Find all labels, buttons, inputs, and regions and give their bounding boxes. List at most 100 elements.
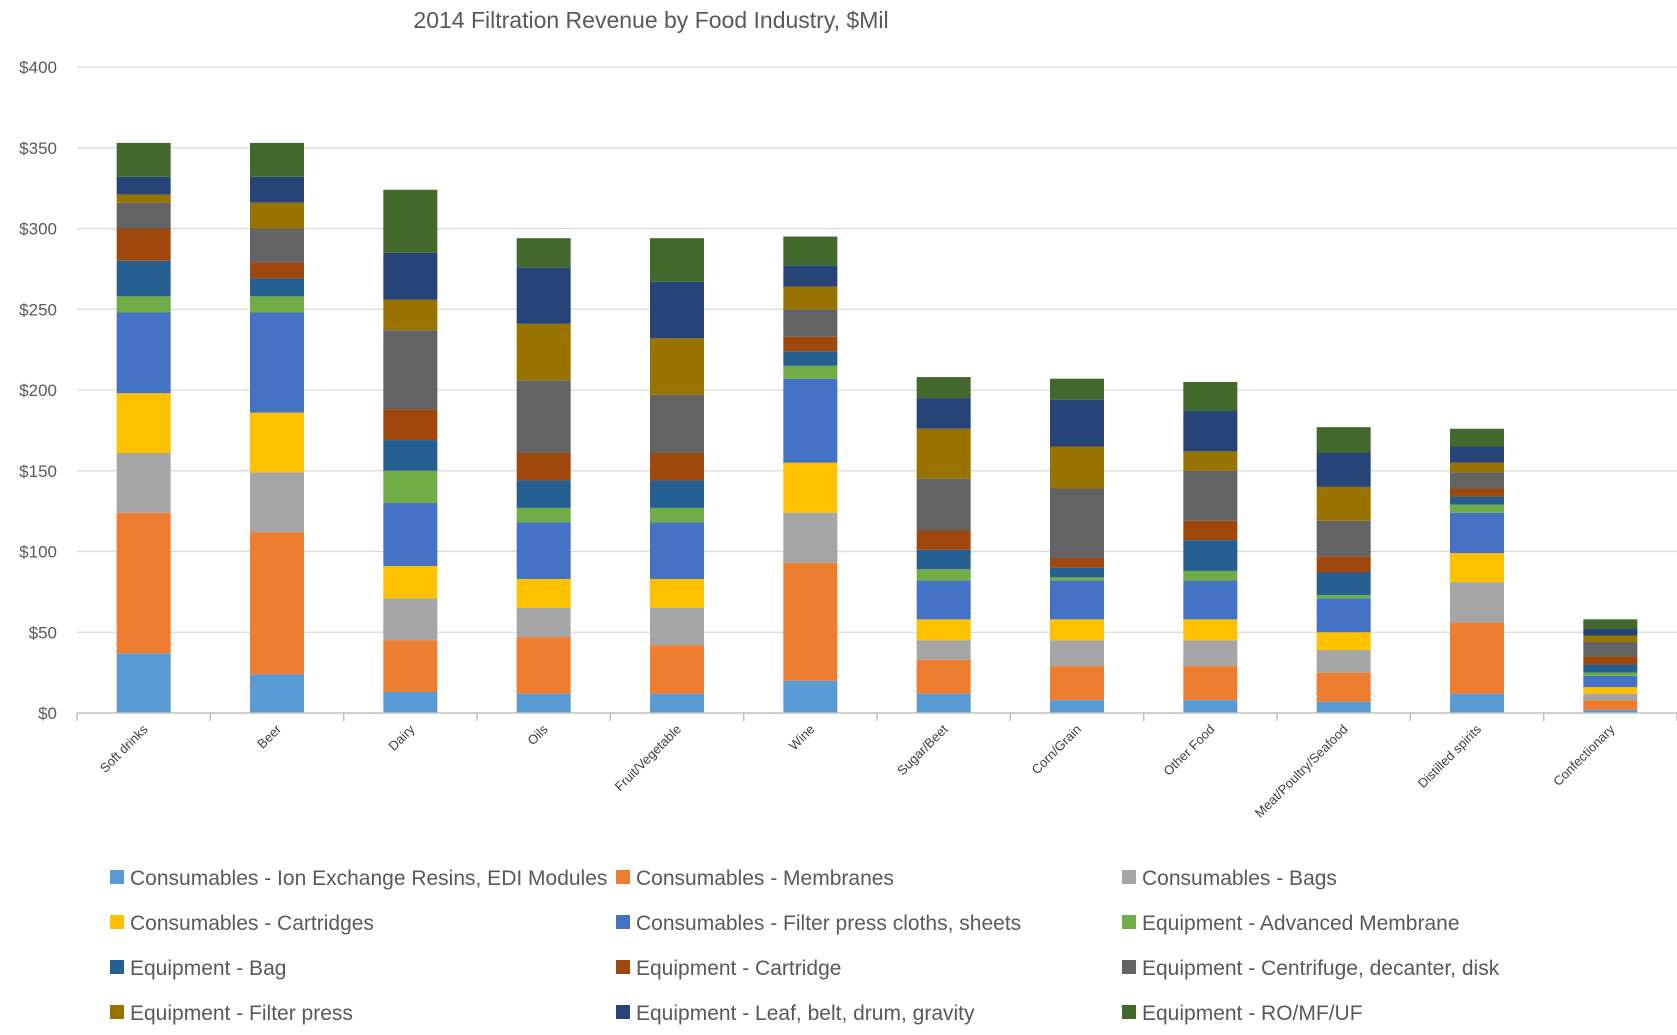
bar-segment [1583, 629, 1638, 636]
legend-label: Consumables - Filter press cloths, sheet… [636, 912, 1021, 935]
bar-segment [650, 281, 704, 339]
bar-segment [1450, 553, 1504, 583]
legend-swatch [616, 1005, 630, 1019]
bar-segment [383, 640, 438, 693]
y-tick-label: $50 [29, 623, 57, 642]
bar-segment [1450, 496, 1504, 505]
bar-segment [1183, 540, 1238, 571]
y-tick-label: $100 [19, 543, 57, 562]
bar-segment [650, 480, 704, 508]
bar-segment [383, 189, 438, 253]
bar-segment [383, 470, 438, 504]
x-axis: Soft drinks Beer Dairy Oils Fruit/Vegetable W… [76, 712, 1677, 821]
bar-segment [1183, 570, 1238, 581]
bar-segment [916, 569, 971, 581]
bar-segment [250, 412, 304, 473]
bar-segment [383, 566, 438, 599]
legend-swatch [110, 1005, 124, 1019]
bar-segment [1050, 557, 1104, 568]
bar-segment [116, 142, 171, 177]
bar-segment [916, 478, 971, 531]
bar-segment [783, 309, 838, 337]
legend-label: Equipment - Filter press [130, 1002, 353, 1025]
bar-segment [1316, 486, 1371, 521]
bar-segment [1316, 701, 1371, 713]
y-tick-label: $200 [19, 381, 57, 400]
legend-swatch [616, 960, 630, 974]
bar-segment [1050, 580, 1104, 620]
bar-segment [1050, 700, 1104, 713]
bar-segment [516, 238, 571, 268]
legend-swatch [1122, 870, 1136, 884]
bar-segment [783, 236, 838, 266]
legend-swatch [110, 960, 124, 974]
bar-segment [250, 228, 304, 263]
y-axis-tick-labels: $0 $50 $100 $150 $200 $250 $300 $350 $400 [19, 58, 57, 723]
bar-segment [1050, 640, 1104, 667]
bar-segment [116, 228, 171, 261]
x-tick-label: Wine [786, 722, 818, 754]
bar-segment [1583, 675, 1638, 688]
bar-segment [916, 693, 971, 713]
bar-segment [650, 394, 704, 453]
bar-segment [1183, 451, 1238, 471]
bar-segment [1583, 700, 1638, 710]
x-tick-label: Dairy [385, 721, 417, 753]
legend-swatch [1122, 960, 1136, 974]
bar-segment [1316, 598, 1371, 633]
y-tick-label: $0 [38, 704, 57, 723]
bar-segment [116, 512, 171, 654]
legend-swatch [616, 915, 630, 929]
bar-segments [116, 142, 1638, 713]
bar-segment [516, 267, 571, 324]
bar-segment [783, 462, 838, 513]
bar-segment [1583, 635, 1638, 642]
bar-segment [516, 480, 571, 508]
x-tick-label: Meat/Poultry/Seafood [1252, 722, 1351, 821]
bar-segment [1450, 428, 1504, 447]
bar-segment [1316, 427, 1371, 453]
bar-segment [783, 365, 838, 379]
bar-segment [1450, 446, 1504, 463]
bar-segment [516, 380, 571, 453]
bar-segment [650, 238, 704, 282]
bar-segment [1183, 666, 1238, 701]
bar-segment [116, 260, 171, 297]
bar-segment [916, 549, 971, 570]
legend-label: Consumables - Bags [1142, 867, 1337, 890]
bar-segment [250, 312, 304, 413]
bar-segment [383, 252, 438, 300]
legend-label: Equipment - Centrifuge, decanter, disk [1142, 957, 1500, 980]
bar-segment [250, 176, 304, 203]
x-tick-label: Oils [524, 721, 551, 748]
x-tick-label: Fruit/Vegetable [612, 722, 684, 794]
bar-segment [1183, 381, 1238, 411]
bar-segment [650, 693, 704, 713]
bar-segment [250, 532, 304, 675]
x-tick-label: Confectionary [1550, 721, 1618, 789]
bar-segment [516, 522, 571, 579]
bar-segment [1316, 572, 1371, 596]
bar-segment [1583, 709, 1638, 713]
bar-segment [383, 330, 438, 410]
bar-segment [250, 278, 304, 297]
chart-title: 2014 Filtration Revenue by Food Industry… [413, 7, 888, 33]
bar-segment [383, 440, 438, 471]
legend: Consumables - Ion Exchange Resins, EDI M… [110, 867, 1500, 1025]
bar-segment [1450, 472, 1504, 489]
bar-segment [516, 507, 571, 523]
bar-segment [1450, 622, 1504, 694]
bar-segment [1316, 452, 1371, 487]
bar-segment [1450, 462, 1504, 473]
bar-segment [1183, 470, 1238, 521]
bar-segment [650, 645, 704, 694]
bar-segment [916, 377, 971, 399]
bar-segment [1583, 693, 1638, 701]
bar-segment [1316, 650, 1371, 673]
bar-segment [783, 265, 838, 287]
bar-segment [1050, 577, 1104, 581]
bar-segment [783, 378, 838, 463]
legend-label: Equipment - Bag [130, 957, 286, 980]
bar-segment [1183, 520, 1238, 541]
bar-segment [116, 194, 171, 203]
